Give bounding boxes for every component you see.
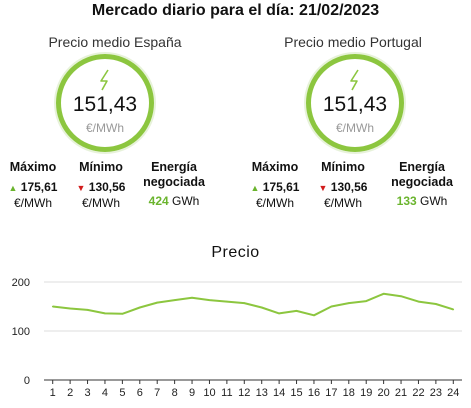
data-point: [156, 301, 159, 304]
x-tick-label: 18: [343, 387, 355, 399]
x-tick-label: 24: [447, 387, 459, 399]
portugal-min-label: Mínimo: [321, 160, 365, 174]
spain-panel-title: Precio medio España: [48, 34, 182, 50]
x-tick-label: 4: [102, 387, 108, 399]
chart-title: Precio: [211, 244, 260, 261]
portugal-max-label: Máximo: [251, 160, 299, 174]
triangle-up-icon: ▲: [250, 183, 260, 193]
x-tick-label: 15: [290, 387, 302, 399]
data-point: [417, 300, 420, 303]
spain-energy-unit: GWh: [172, 194, 200, 208]
data-point: [452, 308, 455, 311]
x-tick-label: 20: [378, 387, 390, 399]
data-point: [86, 309, 89, 311]
spain-avg-value: 151,43: [72, 93, 138, 116]
spain-energy-label-1: Energía: [151, 160, 197, 174]
x-tick-label: 10: [203, 387, 215, 399]
portugal-avg-value: 151,43: [322, 93, 388, 116]
portugal-min-stat: Mínimo ▼ 130,56 €/MWh: [312, 160, 374, 210]
spain-max-stat: Máximo ▲ 175,61 €/MWh: [2, 160, 64, 210]
y-tick-label: 200: [12, 277, 30, 289]
portugal-max-unit: €/MWh: [255, 196, 294, 210]
spain-energy-value: 424: [148, 194, 169, 208]
data-point: [226, 300, 228, 303]
x-tick-label: 21: [395, 387, 407, 399]
x-tick-label: 14: [273, 387, 285, 399]
x-tick-label: 6: [137, 387, 143, 399]
x-tick-label: 7: [154, 387, 160, 399]
data-point: [435, 303, 437, 305]
data-point: [121, 313, 124, 315]
data-point: [347, 302, 350, 304]
x-tick-label: 22: [412, 387, 424, 399]
spain-max-value: 175,61: [20, 180, 58, 194]
portugal-max-value: 175,61: [262, 180, 300, 194]
triangle-down-icon: ▼: [318, 183, 328, 193]
data-point: [330, 305, 333, 308]
portugal-energy-value: 133: [396, 194, 417, 208]
x-tick-label: 2: [67, 387, 73, 399]
portugal-max-stat: Máximo ▲ 175,61 €/MWh: [244, 160, 306, 210]
portugal-energy-unit: GWh: [420, 194, 448, 208]
x-tick-label: 13: [256, 387, 268, 399]
series-line: [52, 292, 454, 317]
data-point: [51, 305, 54, 308]
spain-min-stat: Mínimo ▼ 130,56 €/MWh: [70, 160, 132, 210]
data-point: [191, 296, 193, 299]
lightning-icon: [61, 69, 149, 96]
data-point: [382, 292, 385, 295]
spain-energy-stat: Energía negociada 424 GWh: [136, 160, 212, 208]
portugal-energy-label-2: negociada: [391, 175, 453, 189]
spain-avg-unit: €/MWh: [85, 121, 124, 135]
portugal-avg-gauge: 151,43 €/MWh: [306, 54, 404, 152]
x-tick-label: 23: [430, 387, 442, 399]
spain-max-label: Máximo: [9, 160, 57, 174]
data-point: [313, 314, 315, 317]
spain-min-value: 130,56: [88, 180, 126, 194]
portugal-energy-label-1: Energía: [399, 160, 445, 174]
triangle-down-icon: ▼: [76, 183, 86, 193]
data-point: [295, 310, 298, 312]
spain-min-label: Mínimo: [79, 160, 123, 174]
data-point: [104, 312, 106, 315]
x-tick-label: 5: [119, 387, 125, 399]
data-point: [278, 312, 280, 315]
x-tick-label: 16: [308, 387, 320, 399]
portugal-min-value: 130,56: [330, 180, 368, 194]
portugal-min-unit: €/MWh: [323, 196, 362, 210]
x-tick-label: 17: [325, 387, 337, 399]
portugal-avg-unit: €/MWh: [335, 121, 374, 135]
x-tick-label: 11: [221, 387, 232, 399]
x-tick-label: 3: [84, 387, 90, 399]
data-point: [138, 306, 141, 309]
data-point: [243, 302, 246, 304]
portugal-energy-stat: Energía negociada 133 GWh: [384, 160, 460, 208]
data-point: [69, 307, 71, 310]
portugal-panel-title: Precio medio Portugal: [284, 34, 422, 50]
portugal-panel: Precio medio Portugal 151,43 €/MWh Máxim…: [238, 32, 468, 212]
x-tick-label: 1: [50, 387, 56, 399]
data-point: [208, 299, 211, 301]
spain-avg-gauge: 151,43 €/MWh: [56, 54, 154, 152]
spain-panel: Precio medio España 151,43 €/MWh Máximo …: [0, 32, 230, 212]
data-point: [365, 300, 368, 302]
spain-max-unit: €/MWh: [13, 196, 52, 210]
triangle-up-icon: ▲: [8, 183, 18, 193]
x-tick-label: 12: [238, 387, 250, 399]
x-tick-label: 8: [172, 387, 178, 399]
x-tick-label: 9: [189, 387, 195, 399]
data-point: [260, 306, 263, 309]
lightning-icon: [311, 69, 399, 96]
data-point: [173, 299, 176, 301]
y-tick-label: 100: [12, 326, 30, 338]
y-tick-label: 0: [24, 375, 30, 387]
page-title: Mercado diario para el día: 21/02/2023: [91, 2, 380, 19]
data-point: [400, 295, 402, 298]
spain-min-unit: €/MWh: [81, 196, 120, 210]
x-tick-label: 19: [360, 387, 372, 399]
spain-energy-label-2: negociada: [143, 175, 205, 189]
